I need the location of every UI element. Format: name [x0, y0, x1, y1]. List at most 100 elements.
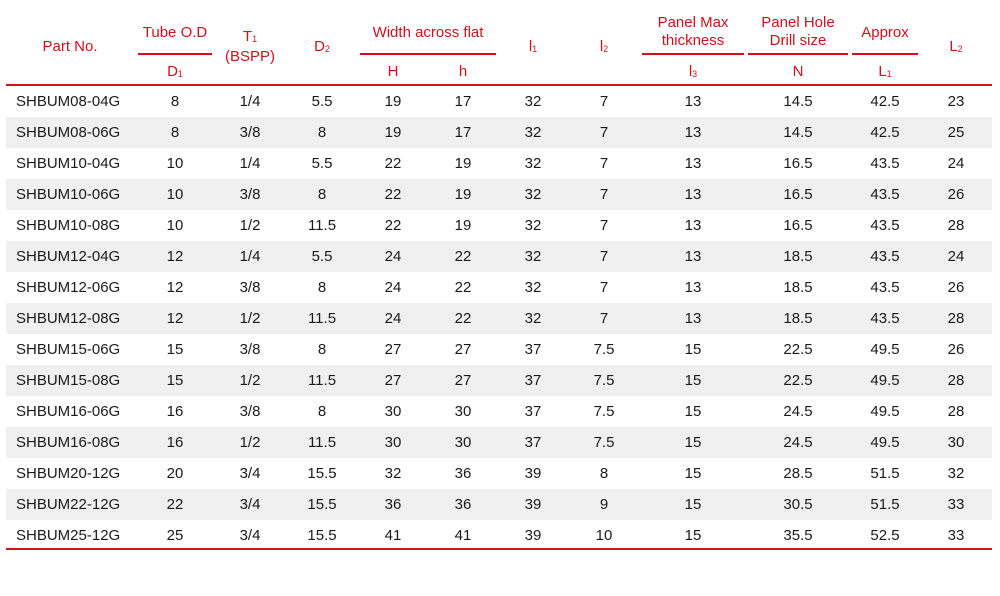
- cell-l2: 7: [599, 248, 609, 265]
- cell-t1: 3/4: [239, 496, 261, 513]
- cell-N: 24.5: [783, 403, 813, 420]
- cell-width-h: 27: [454, 341, 472, 358]
- header-l1: l1: [528, 38, 538, 55]
- cell-l1: 32: [524, 217, 542, 234]
- cell-part-no: SHBUM25-12G: [16, 527, 121, 544]
- cell-d2: 5.5: [311, 93, 333, 110]
- cell-N: 14.5: [783, 124, 813, 141]
- cell-d2: 8: [317, 186, 327, 203]
- cell-L2: 33: [947, 527, 965, 544]
- cell-d2: 5.5: [311, 155, 333, 172]
- cell-l3: 13: [684, 310, 702, 327]
- cell-d2: 8: [317, 403, 327, 420]
- cell-t1: 3/8: [239, 279, 261, 296]
- cell-t1: 1/4: [239, 155, 261, 172]
- cell-l3: 13: [684, 186, 702, 203]
- cell-width-H: 36: [384, 496, 402, 513]
- cell-tube-od: 22: [166, 496, 184, 513]
- cell-l1: 32: [524, 93, 542, 110]
- cell-part-no: SHBUM12-04G: [16, 248, 121, 265]
- width-rule: [360, 53, 496, 55]
- cell-l3: 15: [684, 372, 702, 389]
- cell-L2: 24: [947, 248, 965, 265]
- cell-tube-od: 12: [166, 248, 184, 265]
- cell-d2: 15.5: [307, 465, 337, 482]
- cell-part-no: SHBUM12-06G: [16, 279, 121, 296]
- header-h: h: [458, 63, 468, 80]
- cell-width-H: 27: [384, 372, 402, 389]
- header-N: N: [792, 63, 804, 80]
- cell-l1: 32: [524, 124, 542, 141]
- cell-t1: 1/2: [239, 372, 261, 389]
- table-header: Part No. Tube O.D D1 T1 (BSPP) D2 Width …: [6, 12, 992, 86]
- cell-width-H: 19: [384, 124, 402, 141]
- cell-L2: 30: [947, 434, 965, 451]
- cell-tube-od: 10: [166, 155, 184, 172]
- cell-L2: 26: [947, 279, 965, 296]
- table-row: SHBUM12-04G 12 1/4 5.5 24 22 32 7 13 18.5 43.5 24: [6, 241, 992, 272]
- cell-width-H: 27: [384, 341, 402, 358]
- cell-l3: 13: [684, 279, 702, 296]
- cell-t1: 3/8: [239, 403, 261, 420]
- cell-L2: 33: [947, 496, 965, 513]
- cell-L2: 26: [947, 186, 965, 203]
- cell-l1: 37: [524, 434, 542, 451]
- header-l3: l3: [688, 63, 698, 80]
- cell-t1: 1/4: [239, 248, 261, 265]
- cell-l1: 32: [524, 279, 542, 296]
- cell-width-H: 19: [384, 93, 402, 110]
- cell-width-h: 19: [454, 217, 472, 234]
- cell-part-no: SHBUM16-06G: [16, 403, 121, 420]
- header-l2: l2: [599, 38, 609, 55]
- cell-tube-od: 12: [166, 310, 184, 327]
- cell-t1: 3/8: [239, 341, 261, 358]
- cell-L1: 43.5: [870, 217, 900, 234]
- cell-d2: 15.5: [307, 527, 337, 544]
- cell-t1: 3/8: [239, 124, 261, 141]
- cell-tube-od: 8: [170, 93, 180, 110]
- cell-L1: 43.5: [870, 248, 900, 265]
- cell-width-H: 32: [384, 465, 402, 482]
- header-bottom-rule: [6, 84, 992, 86]
- cell-L1: 42.5: [870, 93, 900, 110]
- cell-L1: 49.5: [870, 434, 900, 451]
- cell-l1: 32: [524, 248, 542, 265]
- cell-t1: 3/4: [239, 527, 261, 544]
- cell-N: 16.5: [783, 155, 813, 172]
- cell-width-h: 41: [454, 527, 472, 544]
- cell-L2: 23: [947, 93, 965, 110]
- cell-l3: 13: [684, 217, 702, 234]
- header-t1: T1: [242, 28, 258, 45]
- cell-l2: 7: [599, 124, 609, 141]
- cell-width-H: 30: [384, 434, 402, 451]
- cell-t1: 3/8: [239, 186, 261, 203]
- cell-part-no: SHBUM08-04G: [16, 93, 121, 110]
- cell-l3: 13: [684, 155, 702, 172]
- cell-l2: 7.5: [593, 434, 615, 451]
- cell-width-h: 19: [454, 155, 472, 172]
- cell-N: 28.5: [783, 465, 813, 482]
- cell-tube-od: 15: [166, 372, 184, 389]
- cell-t1: 1/2: [239, 217, 261, 234]
- cell-L2: 28: [947, 403, 965, 420]
- cell-l1: 39: [524, 465, 542, 482]
- cell-l2: 7: [599, 217, 609, 234]
- cell-tube-od: 25: [166, 527, 184, 544]
- header-approx: Approx: [861, 24, 909, 41]
- cell-width-H: 24: [384, 248, 402, 265]
- cell-L1: 49.5: [870, 403, 900, 420]
- table-row: SHBUM12-06G 12 3/8 8 24 22 32 7 13 18.5 43.5 26: [6, 272, 992, 303]
- cell-tube-od: 12: [166, 279, 184, 296]
- cell-l2: 7: [599, 155, 609, 172]
- table-body: SHBUM08-04G 8 1/4 5.5 19 17 32 7 13 14.5 42.5 23 SHB…: [6, 86, 992, 551]
- cell-width-H: 24: [384, 279, 402, 296]
- cell-part-no: SHBUM15-06G: [16, 341, 121, 358]
- cell-t1: 1/2: [239, 434, 261, 451]
- cell-tube-od: 16: [166, 434, 184, 451]
- cell-l3: 13: [684, 248, 702, 265]
- cell-L2: 32: [947, 465, 965, 482]
- header-part-no: Part No.: [42, 38, 98, 55]
- cell-tube-od: 20: [166, 465, 184, 482]
- table-row: SHBUM22-12G 22 3/4 15.5 36 36 39 9 15 30.5 51.5 33: [6, 489, 992, 520]
- cell-N: 24.5: [783, 434, 813, 451]
